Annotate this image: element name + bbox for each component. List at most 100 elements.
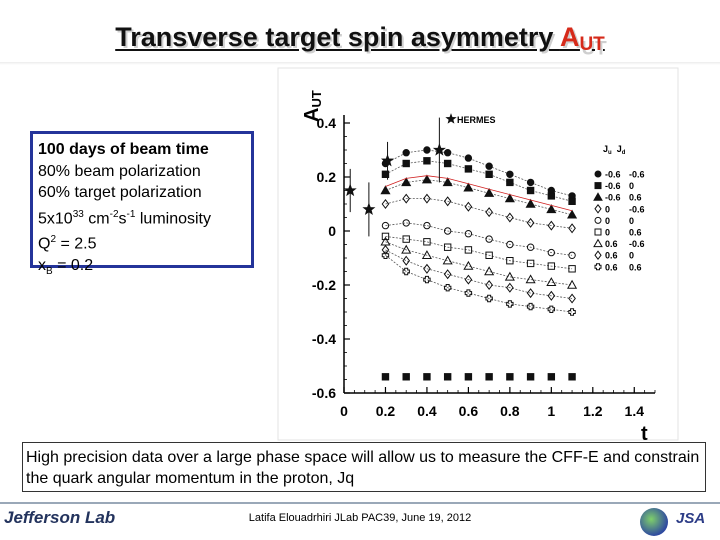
legend-marker-7 — [593, 238, 603, 248]
title-aut: AUT — [559, 22, 605, 55]
legend-marker-5 — [594, 216, 602, 224]
series-curve-9 — [385, 254, 573, 313]
baseline-point — [485, 373, 493, 381]
luminosity-line: 5x1033 cm-2s-1 luminosity — [38, 208, 211, 227]
legend-ju-7: 0.6 — [605, 239, 618, 249]
series-9-point — [506, 300, 514, 308]
baseline-point — [381, 373, 390, 381]
baseline-point — [526, 373, 535, 381]
series-1-point — [526, 178, 535, 187]
series-6-point — [547, 262, 556, 270]
x-tick-label: 0 — [340, 403, 348, 419]
series-9-point — [464, 289, 473, 297]
legend-jd-9: 0.6 — [629, 262, 642, 272]
series-7-point — [525, 274, 536, 284]
series-3-point — [463, 182, 474, 192]
legend-marker-2 — [594, 182, 602, 190]
legend-ju-3: -0.6 — [605, 193, 621, 203]
series-curve-4 — [385, 198, 573, 229]
legend-marker-4 — [594, 203, 602, 214]
series-4-point — [485, 207, 493, 218]
series-curve-8 — [385, 249, 573, 299]
series-3-point — [401, 177, 412, 187]
series-curve-2 — [385, 160, 573, 202]
series-2-point — [485, 170, 493, 179]
series-4-point — [443, 196, 452, 207]
y-axis-label: AUT — [301, 90, 324, 122]
series-2-point — [423, 157, 431, 165]
legend-jd-3: 0.6 — [629, 193, 642, 203]
footer-divider — [0, 502, 720, 504]
baseline-point — [443, 373, 452, 381]
y-tick-label: 0 — [328, 223, 336, 239]
series-2-point — [506, 178, 514, 187]
legend-jd-4: -0.6 — [629, 204, 645, 214]
legend-jd-6: 0.6 — [629, 228, 642, 238]
series-1-point — [402, 149, 410, 157]
series-5-point — [423, 221, 431, 230]
title-main-text: Transverse target spin asymmetry — [115, 22, 560, 52]
series-5-point — [381, 221, 390, 230]
series-8-point — [547, 290, 556, 301]
series-3-point — [546, 204, 557, 214]
series-4-point — [381, 198, 390, 210]
series-6-point — [485, 251, 493, 260]
x-tick-label: 0.8 — [500, 403, 520, 419]
legend-marker-3 — [593, 192, 603, 201]
target-polarization-line: 60% target polarization — [38, 184, 202, 201]
legend-ju-1: -0.6 — [605, 170, 621, 180]
beam-polarization-line: 80% beam polarization — [38, 162, 201, 180]
series-5-point — [568, 251, 576, 260]
series-8-point — [568, 293, 576, 304]
legend-jd-7: -0.6 — [629, 239, 645, 249]
legend-ju-2: -0.6 — [605, 181, 621, 191]
legend-ju-8: 0.6 — [605, 251, 618, 261]
series-2-point — [526, 186, 535, 195]
series-1-point — [506, 170, 514, 179]
series-1-point — [464, 154, 473, 162]
series-9-point — [568, 308, 576, 316]
hermes-label: HERMES — [457, 115, 496, 125]
legend-ju-4: 0 — [605, 204, 610, 214]
series-6-point — [464, 246, 473, 254]
xb-line: xB = 0.2 — [38, 257, 94, 278]
baseline-point — [568, 373, 576, 381]
series-4-point — [402, 193, 411, 204]
baseline-point — [506, 373, 514, 381]
series-5-point — [464, 230, 473, 238]
jsa-logo: JSA — [676, 510, 706, 527]
series-curve-1 — [385, 149, 573, 197]
x-tick-label: 1.2 — [583, 403, 603, 419]
doe-seal-icon — [640, 508, 668, 536]
hermes-point — [380, 153, 395, 167]
series-3-point — [504, 193, 515, 203]
series-5-point — [526, 243, 535, 251]
x-axis-label: t — [641, 423, 648, 445]
series-7-point — [463, 260, 474, 270]
series-8-point — [381, 244, 390, 255]
series-9-point — [547, 305, 556, 313]
series-3-point — [380, 185, 391, 195]
plot-panel — [277, 67, 679, 441]
series-6-point — [526, 259, 535, 268]
series-6-point — [443, 243, 452, 251]
legend-jd-5: 0 — [629, 216, 634, 226]
series-7-point — [421, 250, 432, 259]
series-7-point — [401, 244, 412, 254]
series-7-point — [567, 279, 578, 289]
x-tick-label: 1 — [547, 403, 555, 419]
y-tick-label: -0.4 — [312, 331, 336, 347]
y-tick-label: -0.6 — [312, 385, 336, 401]
series-4-point — [568, 223, 576, 234]
series-5-point — [443, 227, 452, 235]
series-curve-6 — [385, 236, 573, 270]
series-8-point — [443, 269, 452, 280]
series-2-point — [547, 192, 556, 200]
footer-text: Latifa Elouadrhiri JLab PAC39, June 19, … — [248, 512, 472, 524]
series-6-point — [381, 232, 390, 241]
summary-note: High precision data over a large phase s… — [22, 442, 706, 492]
legend-ju-9: 0.6 — [605, 262, 618, 272]
series-curve-3 — [385, 179, 573, 216]
beam-time-line: 100 days of beam time — [38, 141, 209, 158]
series-6-point — [568, 265, 576, 273]
